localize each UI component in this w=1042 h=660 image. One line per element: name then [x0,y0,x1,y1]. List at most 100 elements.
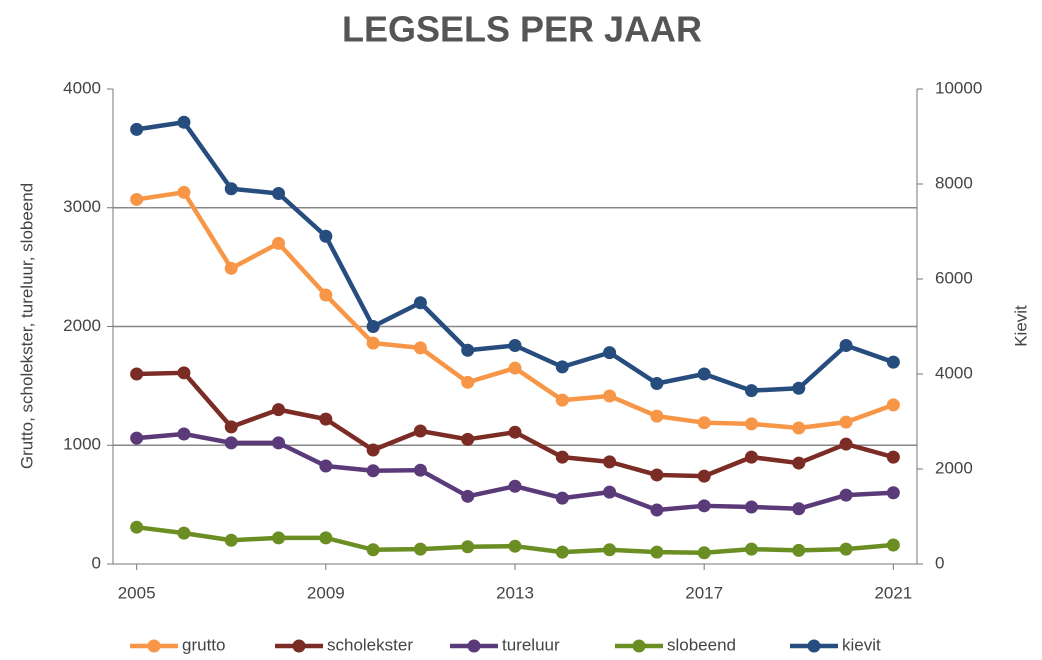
x-tick-label: 2009 [307,583,345,602]
legend-marker [467,639,481,653]
data-point [792,381,806,395]
data-point [650,503,664,517]
data-point [650,545,664,559]
y2-tick-label: 10000 [935,78,982,97]
data-point [839,542,853,556]
data-point [366,443,380,457]
data-point [130,122,144,136]
data-point [177,427,191,441]
x-tick-label: 2017 [685,583,723,602]
data-point [555,545,569,559]
data-point [744,500,758,514]
data-point [272,236,286,250]
data-point [130,367,144,381]
data-point [272,531,286,545]
legend-marker [807,639,821,653]
data-point [508,425,522,439]
legend-label: grutto [182,635,225,654]
data-point [603,455,617,469]
data-point [130,431,144,445]
data-point [224,420,238,434]
data-point [366,320,380,333]
series-line [136,190,895,431]
data-point [886,398,900,412]
data-point [413,542,427,556]
data-point [744,384,758,398]
x-tick-label: 2013 [496,583,534,602]
data-point [792,456,806,470]
data-point [697,367,711,381]
data-point [792,502,806,516]
data-point [508,539,522,553]
data-point [224,261,238,275]
y2-tick-label: 8000 [935,173,973,192]
data-point [886,538,900,552]
data-point [650,409,664,423]
data-point [224,436,238,450]
data-point [272,187,286,200]
y-tick-label: 2000 [63,316,101,335]
data-point [177,185,191,199]
data-point [555,360,569,374]
data-point [792,543,806,557]
data-point [650,377,664,390]
data-point [697,416,711,430]
data-point [697,469,711,483]
data-point [603,485,617,499]
legend-marker [292,639,306,653]
data-point [508,361,522,375]
data-point [839,488,853,502]
data-point [697,499,711,513]
data-point [603,389,617,403]
data-point [461,540,475,554]
chart-title: LEGSELS PER JAAR [342,9,702,50]
data-point [272,403,286,417]
y-tick-label: 3000 [63,197,101,216]
x-tick-label: 2021 [874,583,912,602]
data-point [413,424,427,438]
data-point [744,542,758,556]
data-point [839,339,853,352]
data-point [130,192,144,206]
data-point [319,531,333,545]
data-point [413,296,427,310]
data-point [603,346,617,360]
data-point [650,468,664,482]
data-point [461,375,475,389]
y-tick-label: 1000 [63,435,101,454]
data-point [839,437,853,451]
data-point [886,355,900,369]
legend-marker [632,639,646,653]
data-point [130,520,144,534]
data-point [319,459,333,473]
data-point [366,336,380,350]
legend-label: tureluur [502,635,560,654]
data-point [555,393,569,407]
y2-tick-label: 6000 [935,268,973,287]
data-point [744,450,758,464]
data-point [224,182,238,196]
data-point [366,464,380,478]
data-point [508,479,522,493]
data-point [319,229,333,243]
data-point [319,288,333,302]
y-tick-label: 0 [92,553,101,572]
legend-label: slobeend [667,635,736,654]
data-point [319,412,333,426]
data-point [461,343,475,357]
data-point [697,546,711,560]
legend-label: scholekster [327,635,413,654]
y2-tick-label: 0 [935,553,944,572]
y2-tick-label: 4000 [935,363,973,382]
data-point [555,491,569,505]
data-point [366,543,380,557]
data-point [177,526,191,540]
data-point [792,421,806,435]
y2-tick-label: 2000 [935,458,973,477]
data-point [744,417,758,431]
data-point [177,115,191,129]
data-point [177,366,191,380]
data-point [555,450,569,464]
data-point [413,463,427,477]
